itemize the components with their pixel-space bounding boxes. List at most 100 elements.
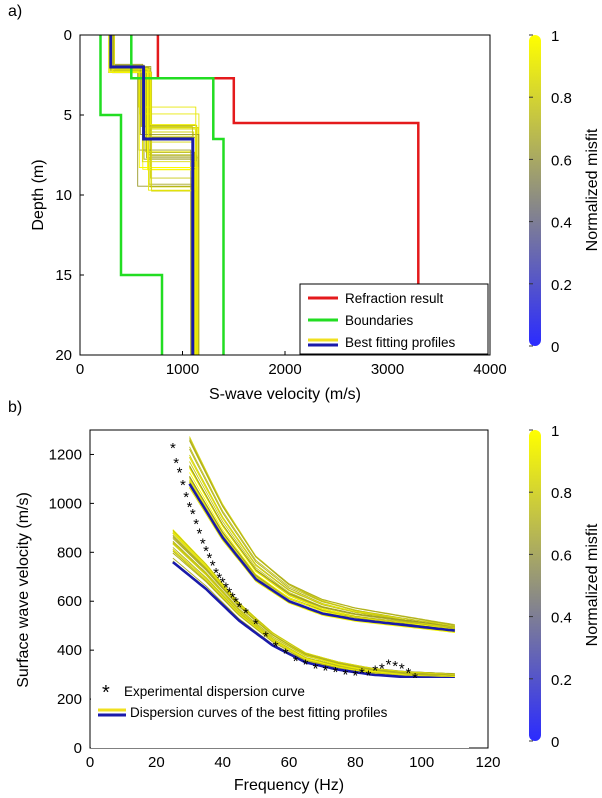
a-ensemble-profile: [113, 35, 197, 355]
b-legend: * Experimental dispersion curve Dispersi…: [91, 678, 469, 748]
a-ensemble-profile: [114, 35, 196, 355]
b-experimental-point: *: [283, 646, 289, 663]
a-ensemble-profile: [113, 35, 199, 355]
b-experimental-point: *: [223, 580, 229, 597]
b-y-axis-label: Surface wave velocity (m/s): [15, 492, 32, 688]
b-experimental-point: *: [216, 570, 222, 587]
b-experimental-point: *: [180, 477, 186, 494]
b-experimental-point: *: [399, 660, 405, 677]
a-ensemble-profile: [112, 35, 199, 355]
b-legend-box: [91, 678, 469, 748]
b-experimental-point: *: [386, 657, 392, 674]
a-y-axis-label: Depth (m): [30, 159, 47, 230]
colorbar-tick-label: 0: [551, 339, 559, 356]
b-experimental-point: *: [359, 665, 365, 682]
a-ensemble-profile: [111, 35, 195, 355]
b-experimental-point: *: [236, 599, 242, 616]
b-y-ticks: 0 200 400 600 800 1000 1200: [49, 446, 94, 757]
b-best-curves: [172, 483, 455, 680]
colorbar-tick-label: 0: [551, 734, 559, 751]
b-experimental-point: *: [303, 657, 309, 674]
b-experimental-point: *: [405, 665, 411, 682]
panel-b-label: b): [8, 399, 22, 416]
b-experimental-point: *: [293, 653, 299, 670]
a-profile-lines: [99, 35, 420, 355]
a-ensemble-profile: [112, 35, 200, 355]
b-experimental-point: *: [206, 550, 212, 567]
b-experimental-point: *: [263, 628, 269, 645]
b-experimental-point: *: [352, 668, 358, 685]
a-ensemble-profile: [112, 35, 193, 355]
b-experimental-point: *: [323, 663, 329, 680]
a-ensemble-profile: [108, 35, 200, 355]
colorbar-tick-label: 0.6: [551, 152, 572, 169]
b-experimental-point: *: [213, 565, 219, 582]
a-x-ticks: 0 1000 2000 3000 4000: [76, 351, 507, 378]
b-experimental-point: *: [230, 589, 236, 606]
b-experimental-point: *: [190, 506, 196, 523]
b-x-tick-label: 100: [409, 754, 434, 771]
b-legend-best: Dispersion curves of the best fitting pr…: [130, 705, 388, 720]
b-experimental-point: *: [193, 516, 199, 533]
a-legend-refraction: Refraction result: [345, 291, 444, 306]
a-y-tick-label: 5: [64, 107, 72, 124]
b-experimental-point: *: [183, 489, 189, 506]
b-experimental-point: *: [177, 465, 183, 482]
b-ensemble-curve: [189, 465, 455, 628]
a-y-ticks: 0 5 10 15 20: [55, 27, 84, 364]
b-experimental-point: *: [366, 668, 372, 685]
a-ensemble-profile: [110, 35, 199, 355]
b-y-tick-label: 600: [57, 593, 82, 610]
b-experimental-point: *: [173, 455, 179, 472]
b-ensemble-curve: [189, 472, 455, 633]
b-colorbar-ticks: 1 0.8 0.6 0.4 0.2 0: [529, 423, 572, 751]
b-ensemble-curve: [172, 536, 455, 676]
colorbar-tick-label: 1: [551, 28, 559, 45]
b-y-tick-label: 1200: [49, 446, 82, 463]
a-legend-boundaries: Boundaries: [345, 313, 414, 328]
b-x-tick-label: 0: [86, 754, 94, 771]
a-ensemble-profile: [113, 35, 196, 355]
b-experimental-point: *: [197, 526, 203, 543]
b-experimental-point: *: [313, 660, 319, 677]
a-legend-best: Best fitting profiles: [345, 335, 456, 350]
a-y-tick-label: 10: [55, 187, 72, 204]
a-x-tick-label: 0: [76, 361, 84, 378]
b-y-tick-label: 800: [57, 544, 82, 561]
a-ensemble-profile: [110, 35, 198, 355]
b-ensemble-curve: [189, 446, 455, 627]
a-y-tick-label: 20: [55, 347, 72, 364]
b-x-tick-label: 40: [214, 754, 231, 771]
b-experimental-point: *: [203, 543, 209, 560]
b-experimental-point: *: [170, 440, 176, 457]
b-colorbar-gradient: [529, 430, 541, 741]
b-experimental-point: *: [226, 584, 232, 601]
b-x-ticks: 0 20 40 60 80 100 120: [86, 744, 501, 771]
b-y-tick-label: 200: [57, 691, 82, 708]
a-ensemble-profile: [113, 35, 198, 355]
a-colorbar-gradient: [529, 35, 541, 346]
b-legend-swatch-experimental: *: [102, 682, 110, 704]
a-ensemble-profile: [112, 35, 193, 355]
b-experimental-point: *: [220, 575, 226, 592]
colorbar-tick-label: 0.8: [551, 90, 572, 107]
b-colorbar-label: Normalized misfit: [584, 523, 601, 646]
a-y-tick-label: 0: [64, 27, 72, 44]
a-colorbar-ticks: 1 0.8 0.6 0.4 0.2 0: [529, 28, 572, 356]
panel-b: b) ********************* **** * * * * * * * * * * * *…: [8, 399, 601, 794]
a-series-line: [130, 35, 225, 355]
b-experimental-point: *: [200, 536, 206, 553]
a-ensemble-profile: [112, 35, 193, 355]
a-series-line: [109, 35, 195, 355]
b-experimental-point: *: [210, 558, 216, 575]
b-ensemble-curve: [189, 440, 455, 626]
b-x-axis-label: Frequency (Hz): [234, 777, 344, 794]
a-ensemble-profile: [108, 35, 199, 355]
a-ensemble-profile: [113, 35, 198, 355]
colorbar-tick-label: 0.2: [551, 277, 572, 294]
a-colorbar-label: Normalized misfit: [584, 128, 601, 251]
b-best-curve: [188, 483, 455, 632]
a-colorbar: 1 0.8 0.6 0.4 0.2 0 Normalized misfit: [529, 28, 601, 356]
